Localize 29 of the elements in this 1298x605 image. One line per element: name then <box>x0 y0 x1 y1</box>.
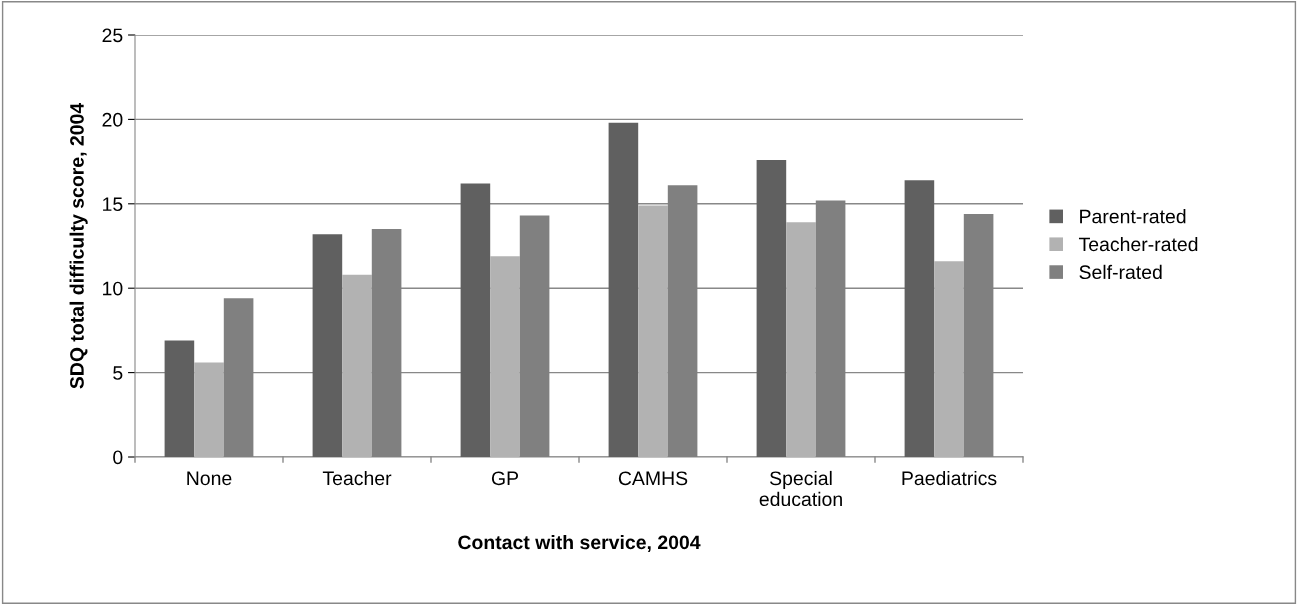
bar <box>460 183 491 457</box>
y-axis-title: SDQ total difficulty score, 2004 <box>69 102 88 389</box>
y-tick-label: 5 <box>113 366 123 380</box>
legend-label: Self-rated <box>1079 264 1162 280</box>
x-tick-label: GP <box>491 471 519 486</box>
bar <box>608 122 639 457</box>
bar <box>312 234 343 457</box>
bar <box>756 159 787 457</box>
bar <box>934 261 964 457</box>
y-tick-label: 0 <box>113 450 123 465</box>
bar <box>638 205 668 457</box>
y-tick-label: 25 <box>102 28 123 43</box>
bar <box>194 362 224 457</box>
bar <box>490 256 520 457</box>
x-tick-label: Paediatrics <box>902 470 997 486</box>
y-tick-label: 10 <box>103 281 123 296</box>
bar <box>342 274 372 457</box>
x-axis-title: Contact with service, 2004 <box>458 534 701 553</box>
legend-label: Parent-rated <box>1080 209 1186 224</box>
x-tick-label: CAMHS <box>618 471 688 486</box>
x-tick-label: Special education <box>759 470 842 507</box>
legend-label: Teacher-rated <box>1078 236 1198 252</box>
x-tick-label: Teacher <box>322 470 392 486</box>
x-tick-label: None <box>187 471 232 486</box>
bar <box>904 180 935 457</box>
bar <box>164 340 195 457</box>
y-tick-label: 15 <box>103 197 123 212</box>
bar <box>786 222 816 457</box>
y-tick-label: 20 <box>102 112 123 127</box>
